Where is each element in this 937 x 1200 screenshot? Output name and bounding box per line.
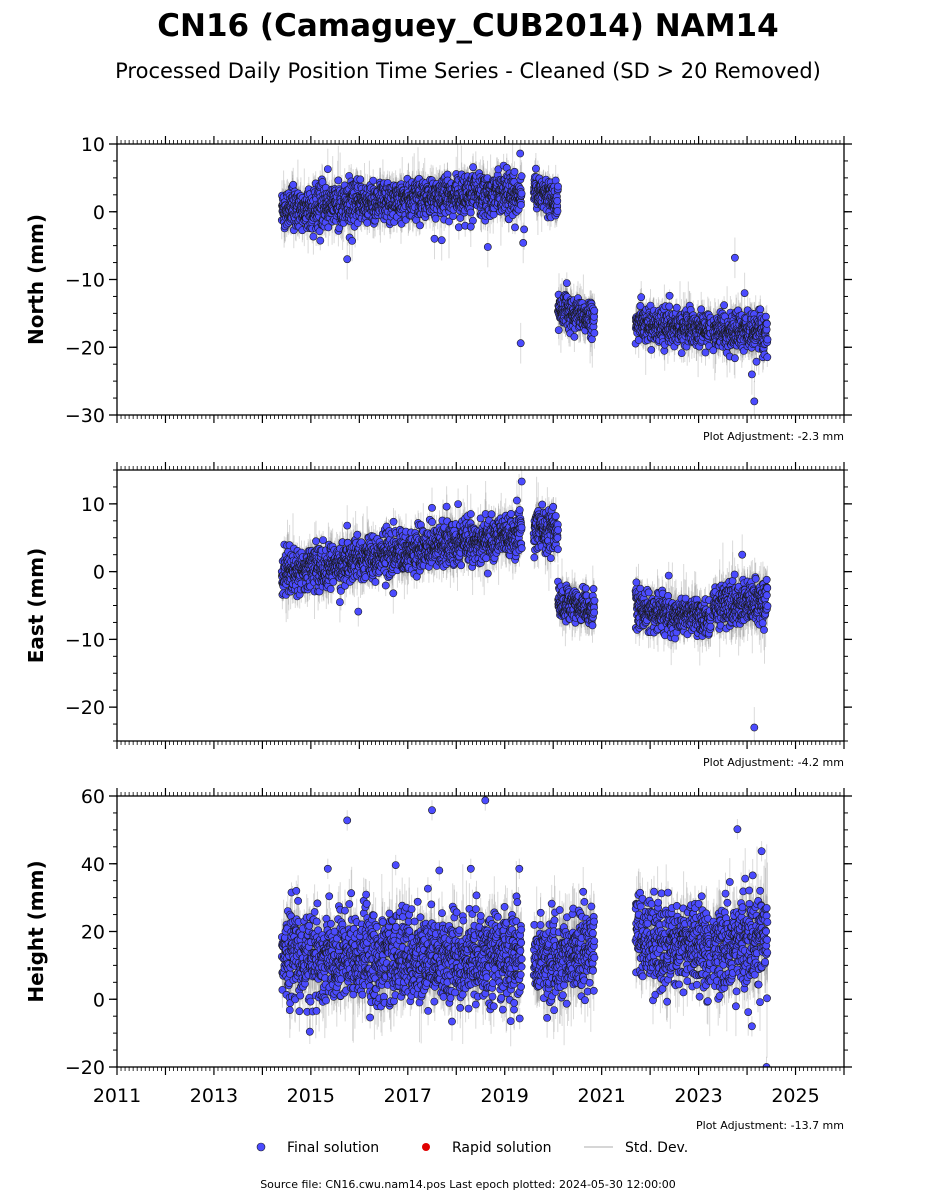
data-point (334, 176, 343, 185)
figure-title: CN16 (Camaguey_CUB2014) NAM14 (157, 8, 778, 44)
data-point (562, 279, 571, 287)
data-point (517, 172, 526, 181)
data-point (324, 223, 333, 232)
data-point (416, 221, 424, 230)
data-point (289, 180, 298, 189)
data-point (665, 291, 674, 300)
data-point (553, 207, 562, 215)
data-point (456, 214, 465, 222)
data-point (701, 348, 710, 357)
data-point (469, 163, 477, 172)
figure-subtitle: Processed Daily Position Time Series - C… (115, 59, 821, 83)
data-point (672, 303, 681, 312)
data-point (445, 217, 453, 226)
data-point (454, 223, 463, 232)
data-point (554, 182, 562, 191)
data-point (318, 178, 327, 186)
data-point (590, 306, 599, 315)
data-point (647, 345, 656, 354)
data-point (570, 332, 579, 341)
data-point (511, 223, 519, 232)
data-point (309, 232, 318, 241)
data-point (553, 196, 562, 205)
data-point (517, 200, 525, 209)
data-point (356, 175, 365, 184)
data-point (510, 167, 519, 176)
data-point (466, 208, 475, 217)
data-point (665, 302, 674, 311)
data-points (277, 149, 772, 406)
data-point (369, 176, 378, 185)
data-point (431, 214, 440, 223)
data-point (637, 293, 646, 302)
data-point (677, 349, 686, 357)
data-point (316, 236, 325, 245)
data-point (590, 329, 599, 337)
data-point (517, 189, 526, 198)
data-point (532, 164, 540, 173)
data-point (554, 326, 563, 334)
data-point (697, 305, 706, 314)
data-point (449, 212, 457, 220)
